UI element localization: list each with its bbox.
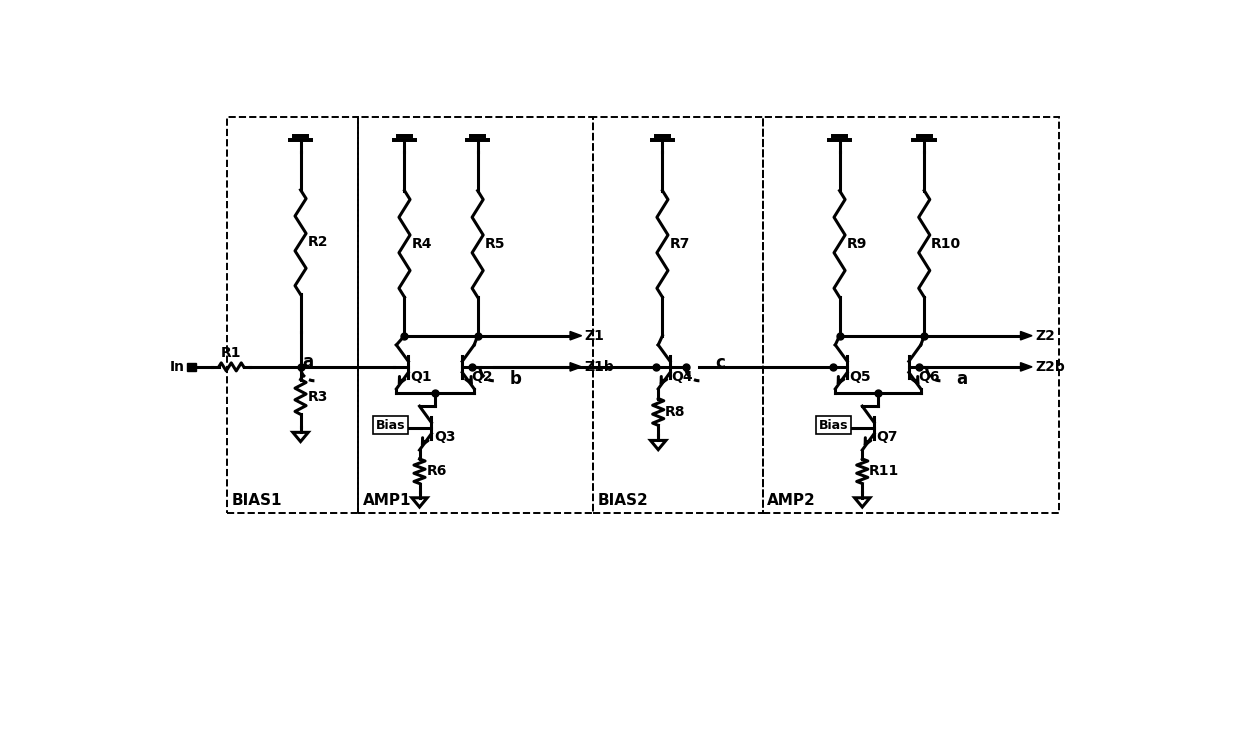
Text: Z1: Z1 — [585, 329, 605, 342]
Text: BIAS1: BIAS1 — [232, 493, 283, 508]
Text: Q4: Q4 — [672, 370, 693, 384]
Text: Bias: Bias — [818, 419, 848, 431]
Text: BIAS2: BIAS2 — [598, 493, 649, 508]
Text: Q1: Q1 — [410, 370, 432, 384]
Text: R11: R11 — [869, 464, 899, 478]
Text: b: b — [510, 370, 521, 388]
Polygon shape — [570, 362, 582, 371]
Text: AMP2: AMP2 — [768, 493, 816, 508]
Text: R10: R10 — [931, 237, 961, 251]
Polygon shape — [1021, 331, 1032, 340]
Text: Q7: Q7 — [877, 431, 898, 445]
Text: Z1b: Z1b — [585, 360, 615, 374]
Text: In: In — [170, 360, 185, 374]
Text: R4: R4 — [412, 237, 432, 251]
Text: Z2b: Z2b — [1035, 360, 1065, 374]
Text: a: a — [956, 370, 967, 388]
Text: R6: R6 — [427, 464, 446, 478]
Text: R2: R2 — [308, 235, 327, 249]
Text: Q3: Q3 — [434, 431, 455, 445]
Text: a: a — [303, 353, 314, 371]
Text: Bias: Bias — [376, 419, 405, 431]
Text: R8: R8 — [665, 405, 686, 419]
Text: Q2: Q2 — [471, 370, 494, 384]
Polygon shape — [187, 363, 196, 371]
Text: Q6: Q6 — [918, 370, 940, 384]
Polygon shape — [1021, 362, 1032, 371]
Text: R7: R7 — [670, 237, 689, 251]
Text: R3: R3 — [308, 390, 327, 404]
Polygon shape — [570, 331, 582, 340]
Text: Z2: Z2 — [1035, 329, 1055, 342]
Text: c: c — [714, 354, 724, 372]
Text: R9: R9 — [847, 237, 867, 251]
Text: Q5: Q5 — [849, 370, 870, 384]
Text: R1: R1 — [221, 346, 242, 360]
Text: R5: R5 — [485, 237, 505, 251]
Text: AMP1: AMP1 — [363, 493, 412, 508]
